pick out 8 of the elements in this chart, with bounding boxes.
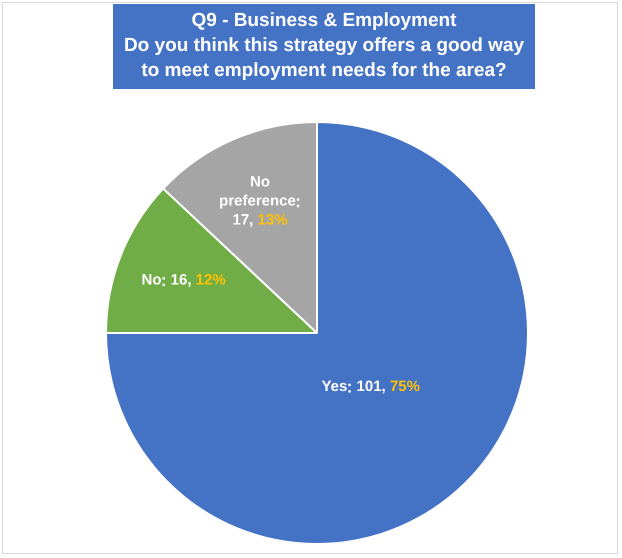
data-label: 101, 75% (356, 378, 420, 395)
chart-subtitle: Do you think this strategy offers a good way to meet employment needs for the area? (122, 34, 526, 83)
chart-title: Q9 - Business & Employment (190, 9, 458, 33)
data-label: 17, 13% (232, 211, 288, 228)
slice-label: No (141, 271, 162, 288)
slice-label: Yes (322, 378, 348, 395)
data-label: 16, 12% (170, 271, 226, 288)
slice-label: No preference (219, 173, 296, 210)
